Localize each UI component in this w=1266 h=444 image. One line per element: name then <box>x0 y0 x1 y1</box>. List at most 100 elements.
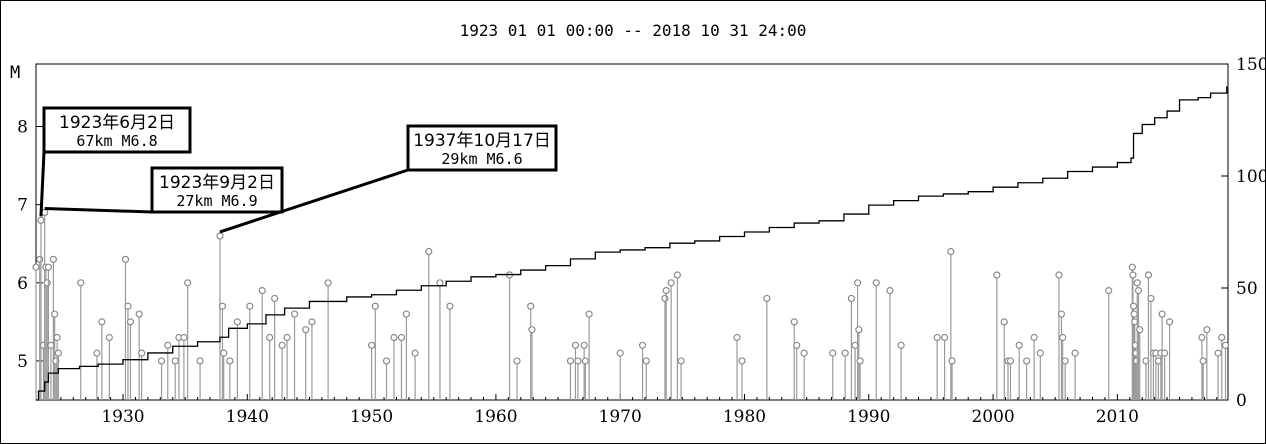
y-tick-label: 6 <box>17 274 28 294</box>
annotation-depth-magnitude: 29km M6.6 <box>441 150 522 168</box>
event-point <box>566 357 575 365</box>
event-point <box>1130 310 1138 318</box>
event-point <box>1144 271 1153 279</box>
event-point <box>790 318 798 326</box>
annotation-leader-line <box>219 168 409 234</box>
event-point <box>220 349 228 357</box>
event-point <box>847 294 855 303</box>
event-point <box>527 302 535 310</box>
event-point <box>121 255 130 263</box>
event-point <box>105 333 113 342</box>
event-point <box>763 294 771 303</box>
event-point <box>36 255 44 263</box>
event-point <box>37 216 45 224</box>
event-point <box>216 232 224 240</box>
event-point <box>266 333 274 342</box>
event-point <box>1015 341 1023 349</box>
event-point <box>897 341 905 349</box>
event-point <box>853 279 862 287</box>
event-point <box>662 287 670 295</box>
event-point <box>1203 326 1211 334</box>
event-point <box>271 294 279 303</box>
event-point <box>1057 310 1066 318</box>
event-point <box>585 310 593 318</box>
event-point <box>642 357 650 365</box>
event-point <box>180 333 188 342</box>
event-point <box>1161 349 1169 357</box>
event-point <box>44 263 53 271</box>
event-point <box>1061 357 1069 365</box>
event-point <box>1136 326 1144 334</box>
event-point <box>800 349 808 357</box>
event-point <box>93 349 101 357</box>
event-point <box>872 279 880 287</box>
event-point <box>43 279 51 287</box>
annotation-date: 1923年9月2日 <box>159 173 275 193</box>
event-point <box>661 294 669 303</box>
event-point <box>218 302 227 310</box>
event-point <box>258 287 266 295</box>
event-point <box>574 357 582 365</box>
annotation-box <box>42 106 192 154</box>
y-tick-label: 5 <box>17 352 28 372</box>
event-point <box>581 357 589 365</box>
event-point <box>371 302 379 310</box>
event-point <box>54 349 62 357</box>
event-point <box>1147 294 1155 303</box>
y2-tick-label: 100 <box>1236 167 1266 187</box>
event-point <box>196 357 204 365</box>
event-point <box>283 333 291 342</box>
x-tick-label: 1940 <box>226 407 269 427</box>
event-point <box>856 357 864 365</box>
event-point <box>397 333 406 342</box>
event-point <box>382 357 391 365</box>
event-point <box>1059 333 1067 342</box>
annotation-box <box>406 124 558 172</box>
event-point <box>411 349 419 357</box>
event-point <box>841 349 849 357</box>
cumulative-count-line <box>36 86 1228 401</box>
event-point <box>677 357 685 365</box>
y2-tick-label: 50 <box>1236 279 1258 299</box>
event-point <box>1128 263 1136 271</box>
event-point <box>1071 349 1079 357</box>
event-point <box>855 326 863 334</box>
event-point <box>246 302 254 310</box>
chart-title: 1923 01 01 00:00 -- 2018 10 31 24:00 <box>460 21 807 40</box>
event-point <box>436 279 444 287</box>
event-point <box>98 318 106 326</box>
x-tick-label: 1950 <box>350 407 393 427</box>
annotation-depth-magnitude: 67km M6.8 <box>76 132 157 150</box>
event-point <box>446 302 454 310</box>
x-tick-label: 2010 <box>1096 407 1139 427</box>
event-point <box>733 333 741 342</box>
event-point <box>1198 333 1206 342</box>
event-point <box>157 357 166 365</box>
event-point <box>164 341 172 349</box>
x-tick-label: 1980 <box>723 407 766 427</box>
y-axis-label: M <box>10 63 20 83</box>
event-point <box>308 318 316 326</box>
annotation-depth-magnitude: 27km M6.9 <box>176 192 257 210</box>
plot-area <box>35 63 1229 401</box>
event-point <box>933 333 941 342</box>
event-point <box>171 357 179 365</box>
x-tick-label: 1990 <box>847 407 890 427</box>
event-point <box>425 247 433 256</box>
event-point <box>324 279 332 287</box>
event-point <box>138 349 146 357</box>
event-point <box>126 318 135 326</box>
event-point <box>1006 357 1015 365</box>
event-point <box>32 263 40 271</box>
annotation-date: 1923年6月2日 <box>59 113 175 133</box>
event-point <box>1036 349 1044 357</box>
y-tick-label: 8 <box>17 118 28 138</box>
event-point <box>941 333 949 342</box>
event-point <box>302 326 310 334</box>
event-point <box>51 310 59 318</box>
x-tick-label: 1970 <box>599 407 642 427</box>
event-point <box>948 357 956 365</box>
event-point <box>638 341 647 349</box>
event-point <box>367 341 376 349</box>
event-point <box>1105 287 1113 295</box>
